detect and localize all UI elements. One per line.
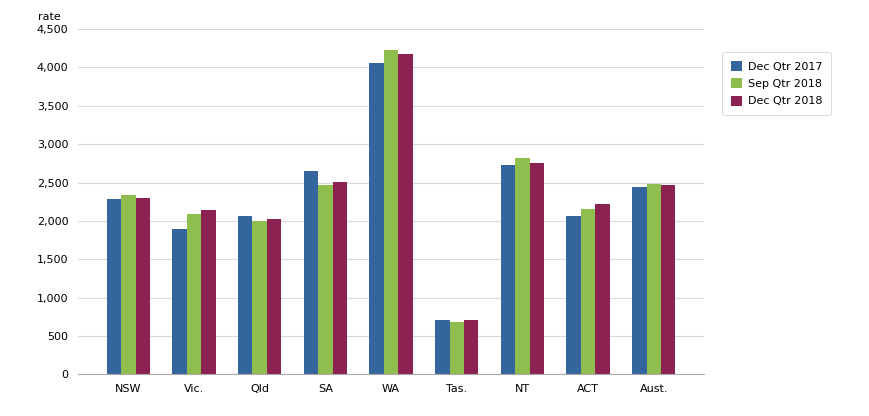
Bar bbox=[369, 63, 384, 374]
Bar bbox=[121, 195, 136, 374]
Text: rate: rate bbox=[37, 12, 60, 22]
Bar bbox=[253, 220, 267, 374]
Bar bbox=[398, 54, 413, 374]
Legend: Dec Qtr 2017, Sep Qtr 2018, Dec Qtr 2018: Dec Qtr 2017, Sep Qtr 2018, Dec Qtr 2018 bbox=[722, 52, 831, 115]
Bar bbox=[464, 320, 479, 374]
Bar bbox=[501, 165, 515, 374]
Bar bbox=[267, 219, 282, 374]
Bar bbox=[238, 216, 253, 374]
Bar bbox=[435, 320, 449, 374]
Bar bbox=[632, 187, 647, 374]
Bar bbox=[187, 214, 202, 374]
Bar bbox=[172, 229, 187, 374]
Bar bbox=[515, 158, 529, 374]
Bar bbox=[107, 199, 121, 374]
Bar bbox=[202, 210, 216, 374]
Bar bbox=[529, 163, 544, 374]
Bar bbox=[661, 185, 675, 374]
Bar bbox=[595, 204, 610, 374]
Bar bbox=[136, 198, 150, 374]
Bar bbox=[449, 322, 464, 374]
Bar bbox=[647, 185, 661, 374]
Bar bbox=[303, 171, 318, 374]
Bar bbox=[580, 209, 595, 374]
Bar bbox=[384, 50, 398, 374]
Bar bbox=[333, 182, 347, 374]
Bar bbox=[318, 185, 333, 374]
Bar bbox=[567, 216, 580, 374]
